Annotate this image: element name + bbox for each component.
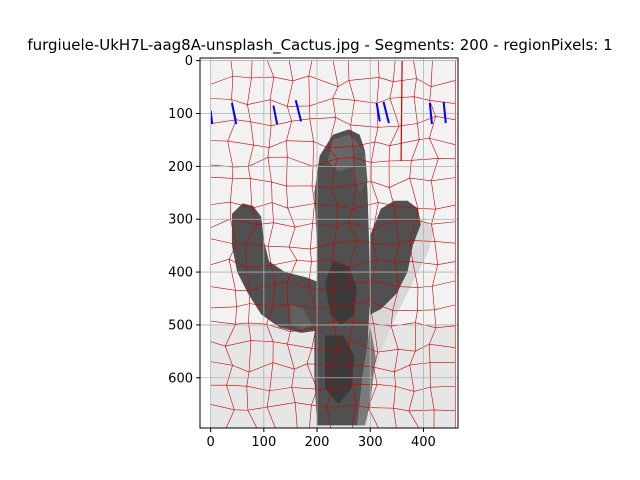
- cactus-left-arm: [231, 203, 320, 333]
- grid: [200, 58, 458, 428]
- x-tick-label: 200: [305, 435, 330, 450]
- trunk-top-patch: [327, 134, 360, 172]
- boundary-line: [429, 60, 439, 428]
- blue-marker: [428, 102, 433, 125]
- boundary-line: [388, 60, 400, 428]
- trunk-right-patch: [353, 145, 368, 193]
- segmented-image: [211, 60, 456, 428]
- boundary-line: [286, 60, 298, 428]
- blue-marker: [442, 101, 447, 124]
- axes-frame: [199, 57, 459, 429]
- blue-marker: [211, 110, 214, 125]
- x-tick-label: 300: [358, 435, 383, 450]
- y-axis: 0 100 200 300 400 500 600: [168, 54, 200, 386]
- boundary-line: [224, 60, 237, 428]
- y-tick-label: 600: [168, 371, 193, 386]
- boundary-line: [306, 60, 318, 428]
- blue-marker: [382, 101, 390, 124]
- x-tick-label: 100: [251, 435, 276, 450]
- y-tick-label: 400: [168, 266, 193, 281]
- boundary-line: [326, 60, 339, 428]
- dark-patch-2: [325, 335, 355, 405]
- boundary-line: [266, 60, 276, 428]
- chart-title: furgiuele-UkH7L-aag8A-unsplash_Cactus.jp…: [27, 36, 612, 55]
- trunk-edge-patch: [356, 324, 376, 426]
- y-tick-label: 100: [168, 107, 193, 122]
- boundary-line: [400, 60, 403, 162]
- segment-boundaries: [211, 60, 456, 428]
- blue-marker: [272, 105, 279, 125]
- boundary-line: [347, 60, 358, 428]
- x-axis: 0 100 200 300 400: [206, 428, 436, 450]
- blue-marker: [375, 102, 381, 122]
- y-tick-label: 200: [168, 160, 193, 175]
- left-arm-base-patch: [290, 303, 312, 331]
- y-tick-label: 0: [185, 54, 193, 69]
- blue-marker: [294, 100, 303, 122]
- y-tick-label: 300: [168, 213, 193, 228]
- y-tick-label: 500: [168, 318, 193, 333]
- x-tick-label: 400: [411, 435, 436, 450]
- boundary-line: [408, 60, 420, 428]
- x-tick-label: 0: [206, 435, 214, 450]
- boundary-line: [367, 60, 380, 428]
- blue-marker: [230, 102, 238, 125]
- blue-markers: [211, 100, 447, 125]
- boundary-line: [245, 60, 258, 428]
